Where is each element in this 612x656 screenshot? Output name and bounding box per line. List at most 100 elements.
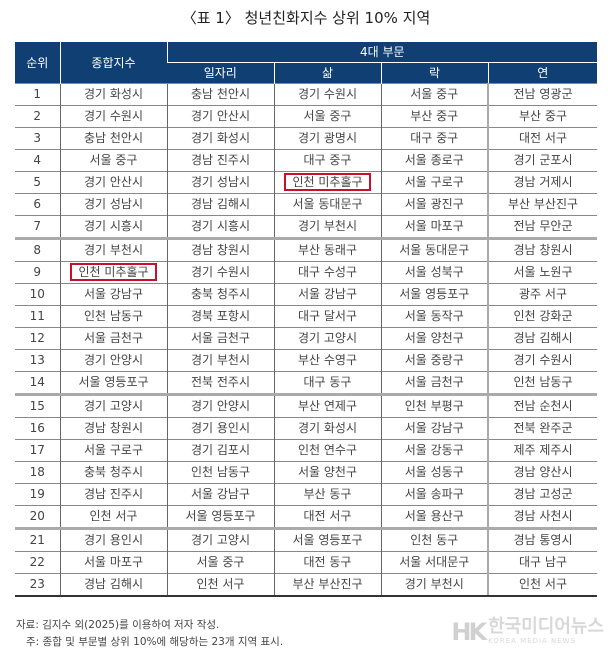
- highlighted-region: 인천 미추홀구: [284, 173, 371, 191]
- cell-text: 경기 부천시: [83, 243, 143, 257]
- cell-text: 부산 동래구: [297, 243, 357, 257]
- table-row: 2 경기 수원시 경기 안산시 서울 중구 부산 중구 부산 중구: [15, 105, 598, 128]
- cell-text: 대구 수성구: [297, 265, 357, 279]
- cell-text: 광주 서구: [519, 287, 567, 301]
- cell-rank: 6: [15, 193, 60, 216]
- cell-text: 경기 부천시: [190, 353, 250, 367]
- cell-life: 경기 고양시: [273, 327, 381, 350]
- watermark: HK 한국미디어뉴스 KOREA MEDIA NEWS: [451, 617, 604, 646]
- cell-jobs: 경기 시흥시: [166, 215, 274, 239]
- table-row: 9 인천 미추홀구 경기 수원시 대구 수성구 서울 성북구 서울 노원구: [15, 261, 598, 284]
- cell-jobs: 경기 용인시: [166, 417, 274, 440]
- cell-text: 인천 연수구: [297, 443, 357, 457]
- cell-jobs: 전북 전주시: [166, 371, 274, 395]
- cell-composite: 경기 안양시: [59, 349, 167, 372]
- table-row: 8 경기 부천시 경남 창원시 부산 동래구 서울 동대문구 경남 창원시: [15, 237, 598, 262]
- cell-composite: 경기 안산시: [59, 171, 167, 194]
- cell-text: 7: [33, 219, 42, 233]
- cell-text: 서울 동작구: [404, 309, 464, 323]
- cell-text: 서울 노원구: [513, 265, 573, 279]
- cell-text: 인천 서구: [519, 577, 567, 591]
- cell-leisure: 대구 중구: [380, 127, 488, 150]
- table-row: 21 경기 용인시 경기 고양시 서울 영등포구 인천 동구 경남 통영시: [15, 527, 598, 552]
- cell-text: 18: [29, 465, 45, 479]
- cell-text: 서울 성동구: [404, 465, 464, 479]
- cell-text: 인천 서구: [196, 577, 245, 591]
- cell-relation: 대전 서구: [486, 127, 598, 150]
- cell-composite: 경남 김해시: [59, 573, 167, 597]
- cell-relation: 경남 통영시: [486, 527, 598, 552]
- cell-text: 부산 동구: [303, 487, 352, 501]
- cell-text: 서울 양천구: [297, 465, 357, 479]
- cell-life: 서울 양천구: [273, 461, 381, 484]
- cell-jobs: 경기 김포시: [166, 439, 274, 462]
- cell-leisure: 서울 강동구: [380, 439, 488, 462]
- cell-text: 경기 군포시: [513, 153, 573, 167]
- header-group: 4대 부문: [166, 42, 598, 63]
- cell-rank: 4: [15, 149, 60, 172]
- cell-text: 제주 제주시: [513, 443, 573, 457]
- cell-text: 부산 부산진구: [292, 577, 363, 591]
- cell-text: 경기 고양시: [83, 399, 143, 413]
- cell-text: 대구 달서구: [297, 309, 357, 323]
- cell-rank: 14: [15, 371, 60, 395]
- cell-relation: 전남 영광군: [486, 83, 598, 106]
- cell-leisure: 서울 송파구: [380, 483, 488, 506]
- cell-life: 서울 영등포구: [273, 527, 381, 552]
- cell-leisure: 서울 강남구: [380, 417, 488, 440]
- cell-relation: 경기 군포시: [486, 149, 598, 172]
- ranking-table: 순위 종합지수 4대 부문 일자리 삶 락 연 1 경기 화성시 충남 천안시 경기 …: [15, 42, 598, 597]
- cell-text: 대구 중구: [303, 153, 352, 167]
- cell-composite: 서울 영등포구: [59, 371, 167, 395]
- cell-text: 22: [29, 555, 45, 569]
- cell-relation: 경남 창원시: [486, 237, 598, 262]
- cell-text: 충북 청주시: [190, 287, 250, 301]
- cell-life: 부산 연제구: [273, 393, 381, 418]
- cell-composite: 서울 중구: [59, 149, 167, 172]
- cell-text: 경기 고양시: [297, 331, 357, 345]
- cell-rank: 9: [15, 261, 60, 284]
- table-row: 6 경기 성남시 경남 김해시 서울 동대문구 서울 광진구 부산 부산진구: [15, 193, 598, 216]
- cell-rank: 19: [15, 483, 60, 506]
- cell-leisure: 서울 구로구: [380, 171, 488, 194]
- cell-leisure: 인천 동구: [380, 527, 488, 552]
- cell-composite: 인천 미추홀구: [59, 261, 167, 284]
- cell-text: 경남 사천시: [513, 509, 573, 523]
- cell-composite: 인천 서구: [59, 505, 167, 529]
- cell-text: 서울 마포구: [404, 219, 464, 233]
- table-row: 10 서울 강남구 충북 청주시 서울 강남구 서울 영등포구 광주 서구: [15, 283, 598, 306]
- cell-rank: 16: [15, 417, 60, 440]
- cell-rank: 20: [15, 505, 60, 529]
- cell-text: 14: [29, 375, 45, 389]
- cell-text: 경남 양산시: [513, 465, 573, 479]
- cell-leisure: 서울 양천구: [380, 327, 488, 350]
- cell-life: 경기 광명시: [273, 127, 381, 150]
- cell-text: 서울 영등포구: [185, 509, 256, 523]
- cell-text: 서울 강남구: [83, 287, 143, 301]
- cell-text: 서울 금천구: [404, 375, 464, 389]
- table-row: 12 서울 금천구 서울 금천구 경기 고양시 서울 양천구 경남 김해시: [15, 327, 598, 350]
- table-body: 1 경기 화성시 충남 천안시 경기 수원시 서울 중구 전남 영광군 2 경기 수원시 경기 …: [15, 83, 598, 597]
- cell-text: 서울 중구: [303, 109, 352, 123]
- table-row: 13 경기 안양시 경기 부천시 부산 수영구 서울 중랑구 경기 수원시: [15, 349, 598, 372]
- cell-text: 부산 수영구: [297, 353, 357, 367]
- header-jobs: 일자리: [167, 62, 274, 84]
- cell-composite: 경기 고양시: [59, 393, 167, 418]
- table-note: 주: 종합 및 부문별 상위 10%에 해당하는 23개 지역 표시.: [26, 636, 284, 648]
- cell-life: 부산 동구: [273, 483, 381, 506]
- cell-text: 경기 부천시: [404, 577, 464, 591]
- cell-life: 대전 동구: [273, 551, 381, 574]
- cell-jobs: 인천 남동구: [166, 461, 274, 484]
- cell-rank: 10: [15, 283, 60, 306]
- table-row: 19 경남 진주시 서울 강남구 부산 동구 서울 송파구 경남 고성군: [15, 483, 598, 506]
- cell-relation: 대구 남구: [486, 551, 598, 574]
- cell-text: 경기 시흥시: [190, 219, 250, 233]
- cell-text: 서울 구로구: [83, 443, 143, 457]
- cell-text: 서울 중구: [196, 555, 245, 569]
- cell-composite: 서울 금천구: [59, 327, 167, 350]
- cell-life: 서울 동대문구: [273, 193, 381, 216]
- watermark-name: 한국미디어뉴스: [488, 616, 604, 637]
- cell-rank: 23: [15, 573, 60, 597]
- cell-text: 서울 중구: [410, 87, 459, 101]
- cell-text: 부산 부산진구: [507, 197, 579, 211]
